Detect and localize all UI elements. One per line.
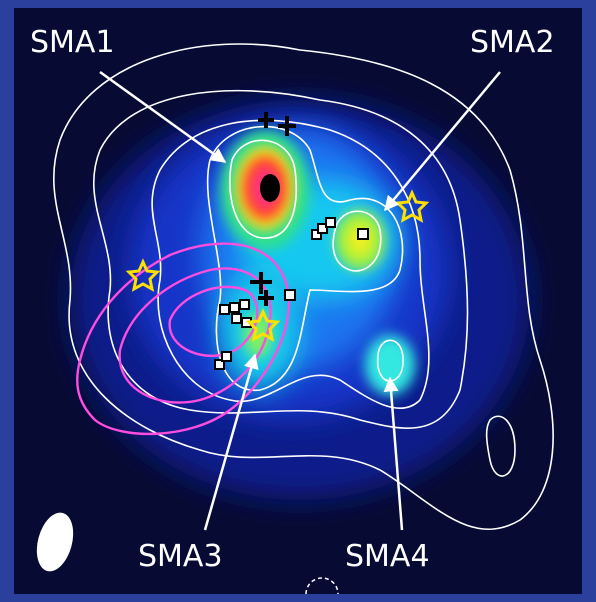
- source-label: SMA4: [345, 539, 430, 574]
- source-label: SMA2: [470, 25, 555, 60]
- source-label: SMA3: [138, 539, 223, 574]
- source-label: SMA1: [30, 25, 115, 60]
- figure: SMA1 SMA2 SMA3 SMA4: [0, 0, 596, 602]
- emission-map: [70, 100, 530, 500]
